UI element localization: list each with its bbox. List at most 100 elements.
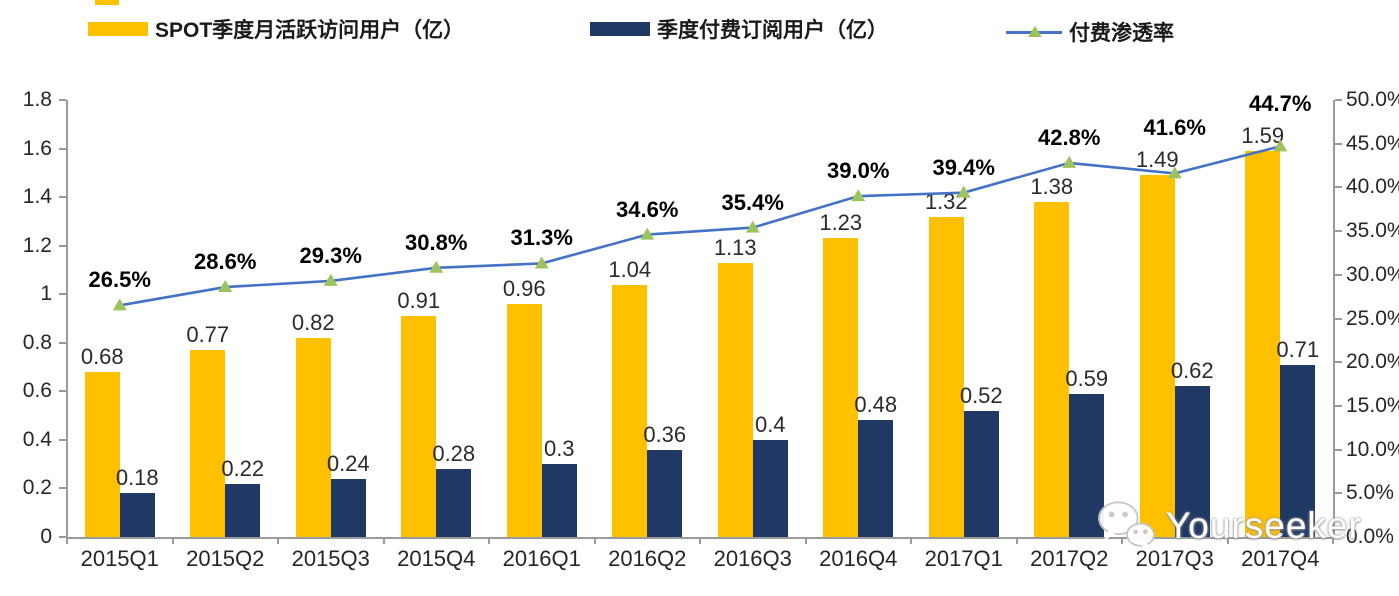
- top-edge-yellow-artifact: [95, 0, 119, 5]
- bar-mau: [612, 284, 648, 537]
- bar-mau: [401, 316, 437, 537]
- legend-label-penetration: 付费渗透率: [1069, 22, 1174, 45]
- x-axis-tick: [699, 537, 701, 544]
- y-axis-right-tick: [1335, 99, 1342, 101]
- bar-label-subscribers: 0.62: [1170, 358, 1214, 384]
- bar-subscribers: [858, 420, 894, 537]
- bar-label-subscribers: 0.24: [326, 450, 370, 476]
- y-axis-right-tick: [1335, 142, 1342, 145]
- bar-label-mau: 0.91: [397, 288, 441, 314]
- bar-subscribers: [1069, 393, 1105, 537]
- penetration-marker-icon: [323, 273, 338, 286]
- x-axis-label: 2015Q2: [186, 546, 265, 571]
- y-axis-left-label: 1.4: [22, 185, 52, 209]
- legend-swatch-penetration-icon: [1006, 25, 1062, 39]
- bar-label-mau: 0.96: [502, 275, 546, 301]
- bar-label-subscribers: 0.3: [543, 436, 575, 462]
- penetration-marker-icon: [745, 220, 760, 233]
- x-axis-tick: [66, 537, 68, 544]
- penetration-marker-icon: [112, 298, 127, 311]
- bar-mau: [823, 238, 859, 537]
- yourseeker-watermark: Yourseeker: [1096, 498, 1362, 554]
- bar-subscribers: [647, 449, 683, 537]
- bar-label-mau: 1.38: [1030, 173, 1074, 199]
- y-axis-left-tick: [59, 147, 66, 150]
- y-axis-right-label: 45.0%: [1346, 131, 1399, 155]
- y-axis-right-label: 50.0%: [1346, 88, 1399, 111]
- legend-item-mau: SPOT季度月活跃访问用户（亿）: [88, 15, 464, 43]
- penetration-label: 39.0%: [827, 158, 890, 184]
- bar-label-mau: 1.49: [1135, 147, 1179, 173]
- y-axis-left-tick: [59, 196, 66, 199]
- y-axis-right-tick: [1335, 186, 1342, 189]
- y-axis-right-label: 30.0%: [1346, 262, 1399, 286]
- penetration-label: 28.6%: [194, 249, 257, 275]
- y-axis-left-label: 0.4: [22, 427, 52, 451]
- x-axis-tick: [277, 537, 279, 544]
- bar-mau: [1139, 175, 1175, 537]
- penetration-label: 30.8%: [405, 229, 468, 255]
- bar-subscribers: [1280, 364, 1316, 537]
- x-axis-label: 2016Q2: [608, 546, 687, 571]
- penetration-marker-icon: [851, 189, 866, 202]
- bar-subscribers: [330, 478, 366, 537]
- bar-label-subscribers: 0.28: [432, 441, 476, 467]
- y-axis-left-label: 1: [40, 282, 52, 306]
- y-axis-right-tick: [1335, 536, 1342, 538]
- x-axis-label: 2017Q2: [1030, 546, 1109, 571]
- legend-swatch-mau-icon: [88, 22, 148, 36]
- y-axis-left-label: 1.6: [22, 136, 52, 160]
- y-axis-left-tick: [59, 438, 66, 441]
- bar-label-mau: 0.77: [186, 322, 230, 348]
- penetration-label: 35.4%: [721, 189, 784, 215]
- y-axis-left-tick: [59, 536, 66, 538]
- penetration-label: 34.6%: [616, 196, 679, 222]
- y-axis-left-label: 0.6: [22, 379, 52, 403]
- penetration-marker-icon: [534, 256, 549, 269]
- x-axis-tick: [1332, 537, 1334, 544]
- x-axis-tick: [488, 537, 490, 544]
- x-axis-label: 2016Q3: [713, 546, 792, 571]
- legend-item-subscribers: 季度付费订阅用户（亿）: [590, 15, 888, 43]
- y-axis-right-tick: [1335, 317, 1342, 320]
- y-axis-right-tick: [1335, 273, 1342, 276]
- y-axis-left-label: 0.2: [22, 476, 52, 500]
- y-axis-left-label: 1.2: [22, 233, 52, 257]
- y-axis-left-tick: [59, 390, 66, 393]
- x-axis-label: 2017Q1: [924, 546, 1003, 571]
- bar-label-mau: 0.82: [291, 309, 335, 335]
- y-axis-right-tick: [1335, 404, 1342, 407]
- y-axis-right-label: 5.0%: [1346, 481, 1394, 505]
- y-axis-right-label: 20.0%: [1346, 350, 1399, 374]
- bar-label-subscribers: 0.4: [754, 411, 786, 437]
- bar-label-mau: 0.68: [80, 343, 124, 369]
- bar-label-subscribers: 0.22: [221, 455, 265, 481]
- bar-subscribers: [119, 493, 155, 537]
- penetration-label: 44.7%: [1249, 90, 1312, 116]
- penetration-label: 26.5%: [88, 267, 151, 293]
- y-axis-right-label: 0.0%: [1346, 525, 1394, 548]
- x-axis-tick: [593, 537, 596, 544]
- y-axis-left-label: 1.8: [22, 88, 52, 111]
- penetration-marker-icon: [1062, 155, 1077, 168]
- bar-subscribers: [963, 410, 999, 537]
- y-axis-left-label: 0.8: [22, 330, 52, 354]
- penetration-marker-icon: [640, 227, 655, 240]
- bar-label-mau: 1.13: [713, 234, 757, 260]
- penetration-label: 39.4%: [932, 154, 995, 180]
- x-axis-label: 2016Q1: [502, 546, 581, 571]
- bar-mau: [84, 371, 120, 537]
- y-axis-right-label: 25.0%: [1346, 306, 1399, 330]
- x-axis-tick: [804, 537, 807, 544]
- bar-subscribers: [436, 469, 472, 537]
- y-axis-right-label: 15.0%: [1346, 393, 1399, 417]
- y-axis-right-line: [1333, 100, 1335, 537]
- legend-item-penetration: 付费渗透率: [1006, 18, 1174, 46]
- bar-mau: [506, 303, 542, 537]
- x-axis-tick: [1015, 537, 1018, 544]
- y-axis-right-label: 35.0%: [1346, 219, 1399, 243]
- x-axis-tick: [1121, 537, 1123, 544]
- y-axis-right-label: 40.0%: [1346, 175, 1399, 199]
- x-axis-tick: [910, 537, 912, 544]
